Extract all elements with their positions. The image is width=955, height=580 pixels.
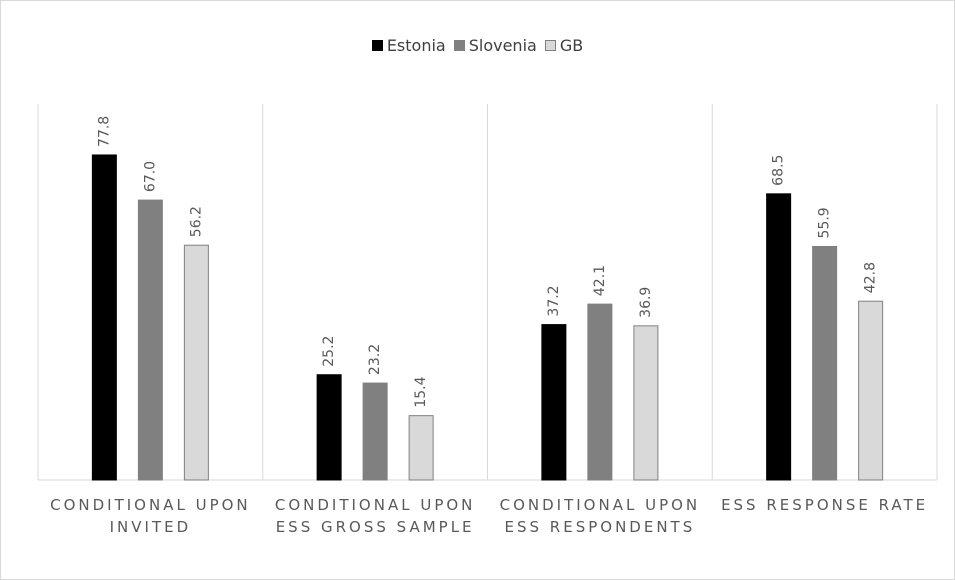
value-label: 42.1	[592, 265, 608, 296]
value-label: 56.2	[188, 206, 204, 237]
x-tick-label: CONDITIONAL UPON ESS GROSS SAMPLE	[274, 496, 476, 536]
value-label: 37.2	[546, 285, 562, 316]
legend-swatch	[453, 40, 465, 51]
value-label: 67.0	[142, 161, 158, 192]
x-tick-label: CONDITIONAL UPON INVITED	[50, 496, 251, 536]
bar	[541, 324, 567, 481]
value-label: 36.9	[638, 287, 654, 318]
bar	[587, 303, 613, 481]
legend-item: Estonia	[371, 36, 446, 55]
value-label: 42.8	[863, 262, 879, 293]
bar	[408, 415, 434, 481]
value-label: 23.2	[367, 344, 383, 375]
legend: Estonia Slovenia GB	[0, 36, 955, 55]
legend-item: GB	[544, 36, 584, 55]
bar	[858, 300, 884, 481]
value-label: 55.9	[817, 207, 833, 238]
legend-label: Estonia	[386, 36, 446, 55]
legend-item: Slovenia	[453, 36, 537, 55]
bar	[91, 154, 117, 481]
value-label: 77.8	[96, 116, 112, 147]
bar	[183, 244, 209, 481]
legend-swatch	[371, 40, 383, 51]
bar	[812, 245, 838, 481]
bar	[316, 374, 342, 481]
legend-label: GB	[559, 36, 584, 55]
value-label: 25.2	[321, 336, 337, 367]
x-tick-label: CONDITIONAL UPON ESS RESPONDENTS	[499, 496, 701, 536]
legend-label: Slovenia	[468, 36, 537, 55]
x-tick-label: ESS RESPONSE RATE	[721, 496, 929, 514]
legend-swatch	[544, 40, 556, 51]
value-label: 15.4	[413, 376, 429, 407]
bar	[362, 382, 388, 481]
bar	[633, 325, 659, 481]
bar	[137, 199, 163, 481]
bar	[766, 193, 792, 481]
value-label: 68.5	[771, 155, 787, 186]
